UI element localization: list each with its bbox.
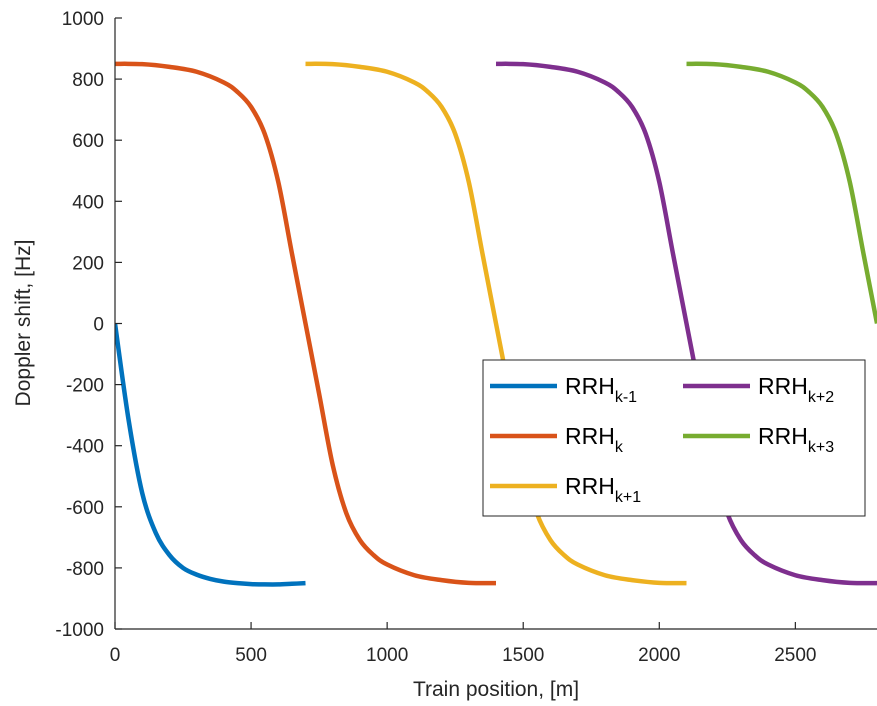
series-line-k-1 <box>115 323 306 587</box>
y-tick-label: 400 <box>72 192 104 213</box>
series-layer <box>115 61 877 587</box>
series-line-k <box>115 61 497 586</box>
x-tick-label: 0 <box>110 645 121 666</box>
x-tick-label: 1500 <box>502 645 544 666</box>
series-line-k+3 <box>686 61 877 324</box>
y-tick-label: 1000 <box>62 9 104 30</box>
x-axis-label: Train position, [m] <box>413 678 579 701</box>
series-line-k+1 <box>305 61 687 586</box>
y-tick-label: 200 <box>72 253 104 274</box>
y-tick-label: 600 <box>72 131 104 152</box>
y-tick-label: 0 <box>93 315 104 336</box>
y-tick-label: -400 <box>66 437 104 458</box>
x-tick-label: 2500 <box>774 645 816 666</box>
y-tick-label: -600 <box>66 498 104 519</box>
y-tick-label: -1000 <box>55 620 104 641</box>
y-ticks: -1000 -800 -600 -400 -200 0 200 400 600 800 1000 <box>55 9 122 641</box>
y-tick-label: -800 <box>66 559 104 580</box>
x-tick-label: 1000 <box>366 645 408 666</box>
y-tick-label: -200 <box>66 376 104 397</box>
y-tick-label: 800 <box>72 70 104 91</box>
series-line-k+2 <box>495 61 877 586</box>
x-tick-label: 2000 <box>638 645 680 666</box>
x-tick-label: 500 <box>235 645 267 666</box>
y-axis-label: Doppler shift, [Hz] <box>12 240 35 407</box>
x-ticks: 0 500 1000 1500 2000 2500 <box>110 622 816 666</box>
